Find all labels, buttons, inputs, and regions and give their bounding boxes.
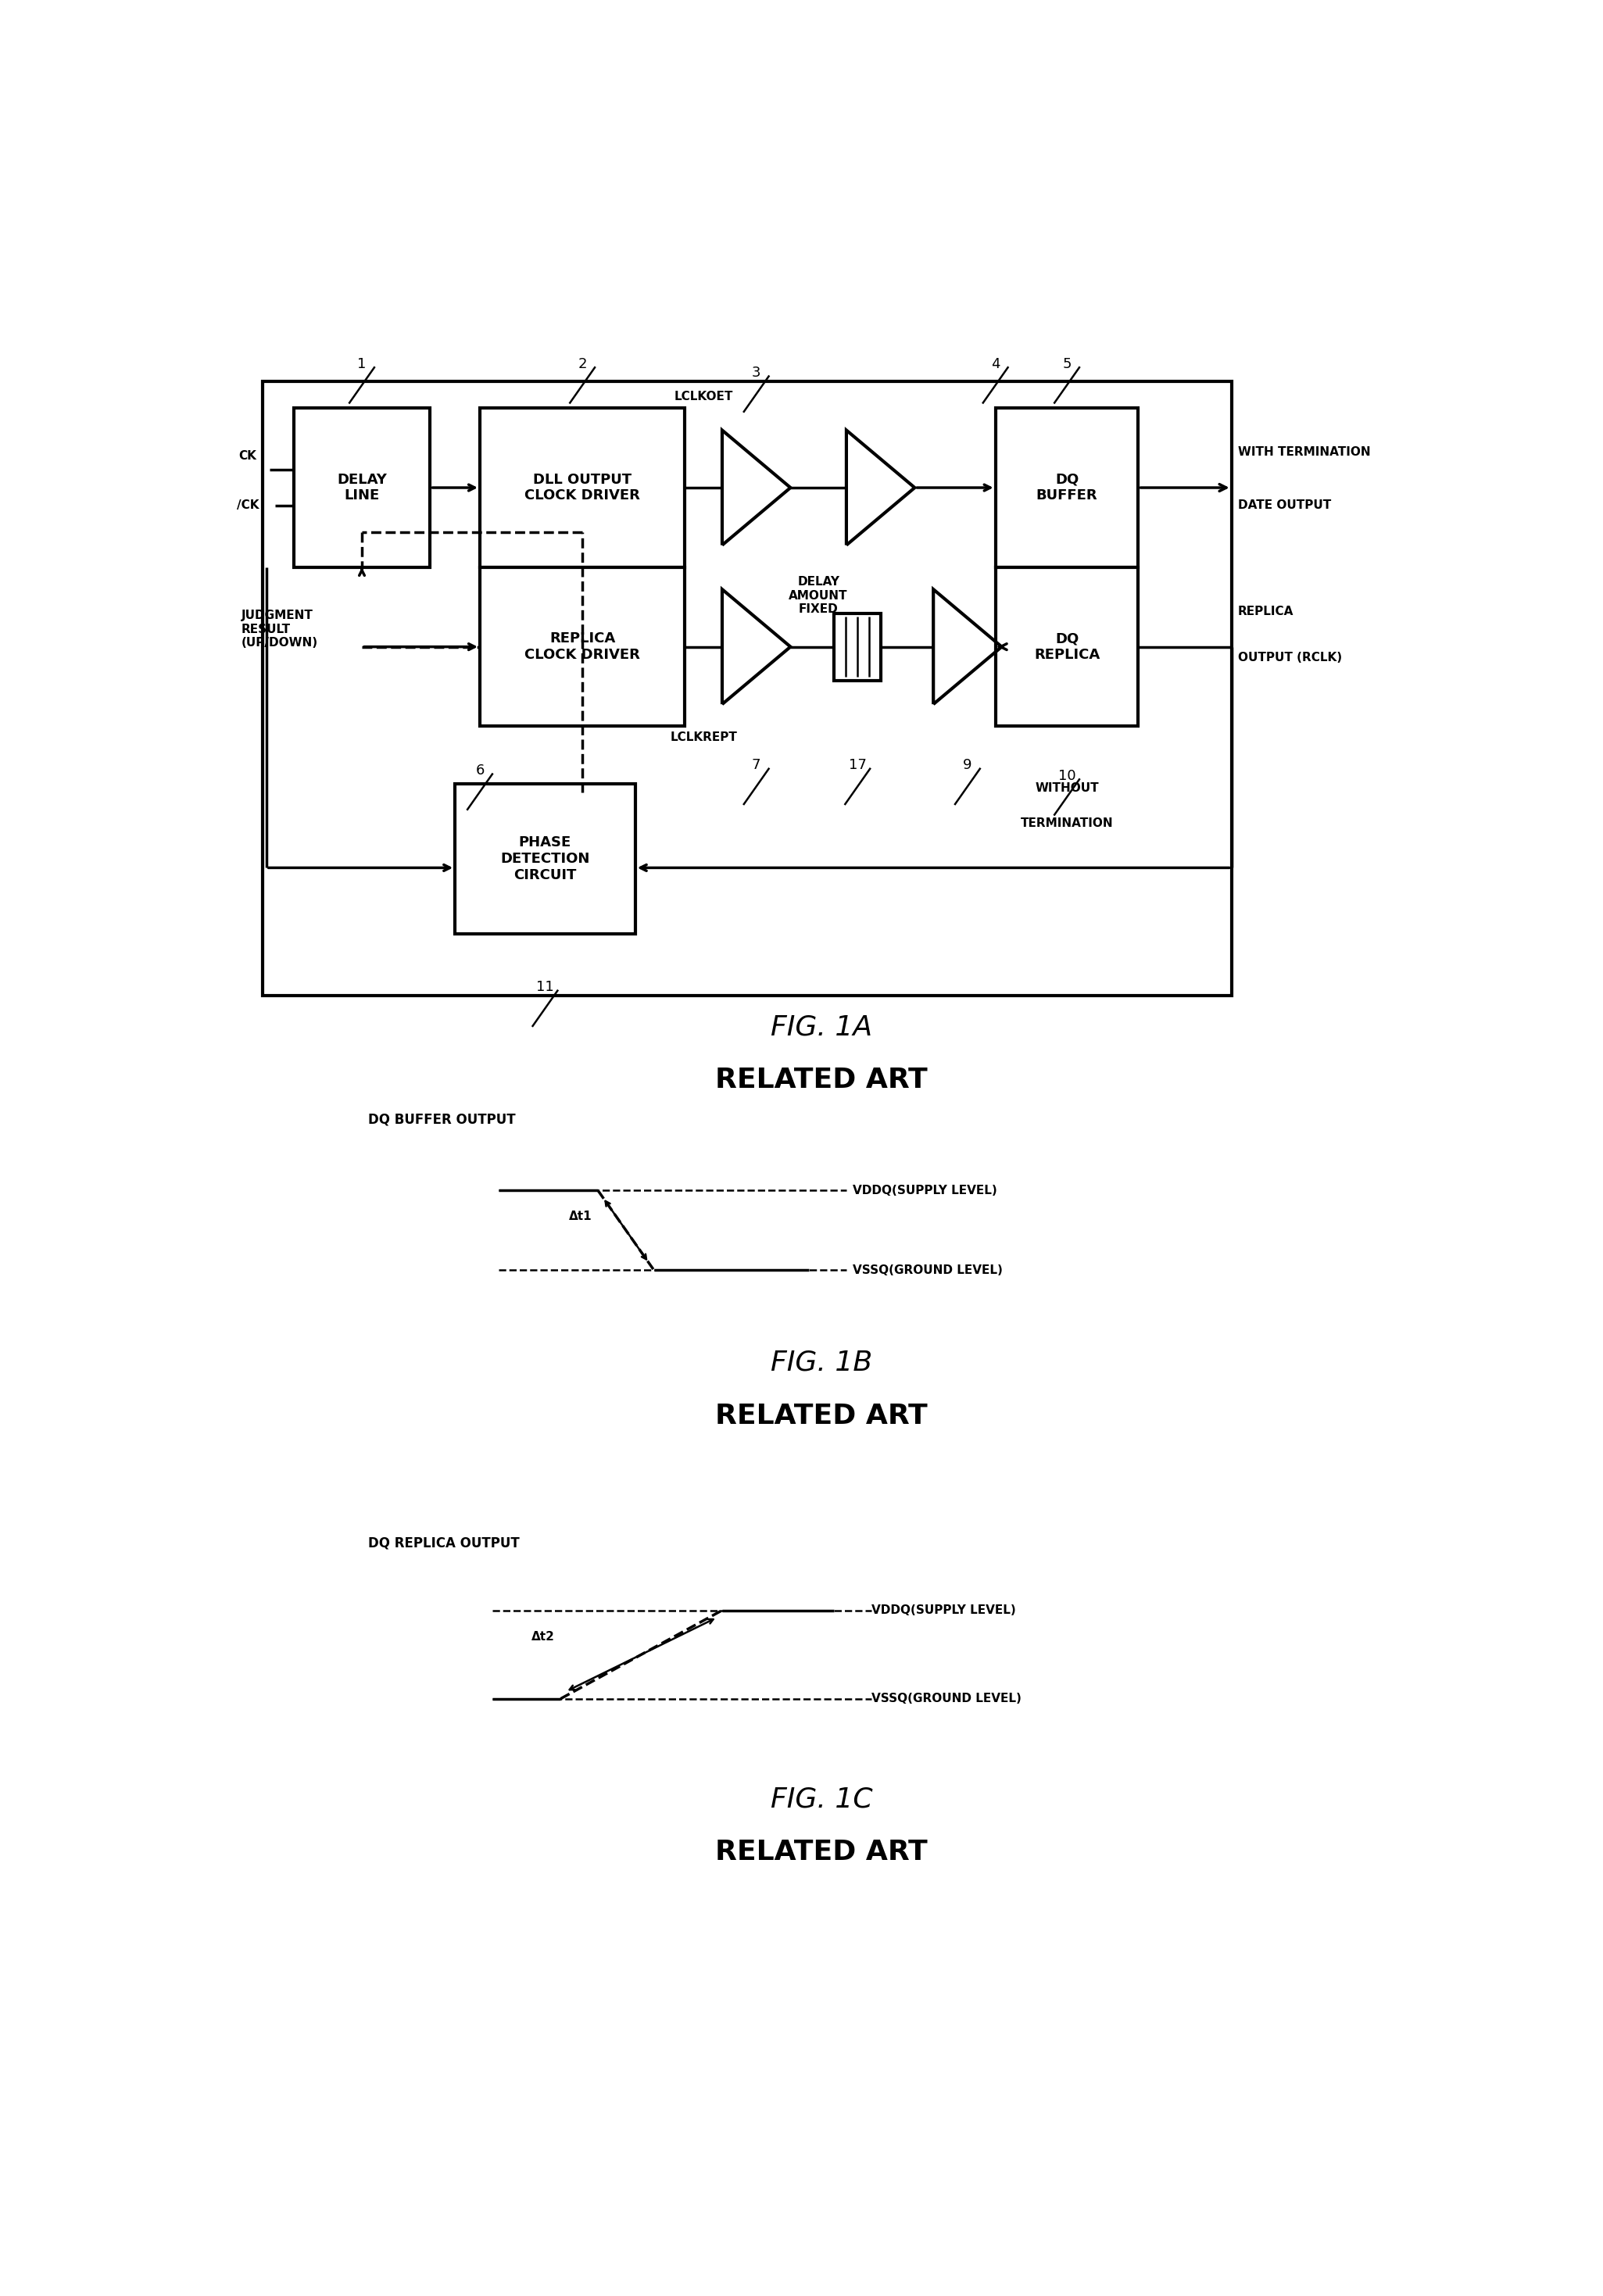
Text: RELATED ART: RELATED ART: [715, 1403, 928, 1428]
Text: 5: 5: [1063, 356, 1071, 372]
Text: /CK: /CK: [237, 501, 258, 512]
Text: RELATED ART: RELATED ART: [715, 1068, 928, 1093]
Bar: [293, 409, 430, 567]
Text: REPLICA: REPLICA: [1238, 606, 1294, 618]
Bar: [479, 567, 684, 726]
Text: VSSQ(GROUND LEVEL): VSSQ(GROUND LEVEL): [872, 1692, 1021, 1704]
Text: 1: 1: [357, 356, 367, 372]
Text: 4: 4: [991, 356, 1000, 372]
Text: 7: 7: [752, 758, 761, 771]
Text: DQ
BUFFER: DQ BUFFER: [1036, 473, 1098, 503]
Text: DELAY
LINE: DELAY LINE: [337, 473, 386, 503]
Bar: [263, 381, 1231, 996]
Bar: [479, 409, 684, 567]
Bar: [995, 409, 1138, 567]
Text: DQ
REPLICA: DQ REPLICA: [1034, 631, 1100, 661]
Text: 17: 17: [848, 758, 867, 771]
Text: CK: CK: [239, 450, 256, 461]
Text: 11: 11: [537, 980, 555, 994]
Text: 2: 2: [579, 356, 587, 372]
Text: JUDGMENT
RESULT
(UP/DOWN): JUDGMENT RESULT (UP/DOWN): [242, 611, 317, 647]
Text: RELATED ART: RELATED ART: [715, 1839, 928, 1867]
Text: FIG. 1A: FIG. 1A: [771, 1013, 872, 1040]
Text: DELAY
AMOUNT
FIXED: DELAY AMOUNT FIXED: [789, 576, 848, 615]
Text: LCLKOET: LCLKOET: [673, 390, 733, 402]
Text: VSSQ(GROUND LEVEL): VSSQ(GROUND LEVEL): [853, 1265, 1002, 1277]
Text: DQ BUFFER OUTPUT: DQ BUFFER OUTPUT: [369, 1114, 516, 1127]
Text: FIG. 1C: FIG. 1C: [771, 1786, 872, 1814]
Text: OUTPUT (RCLK): OUTPUT (RCLK): [1238, 652, 1342, 664]
Text: Δt1: Δt1: [569, 1210, 592, 1221]
Text: WITH TERMINATION: WITH TERMINATION: [1238, 445, 1371, 459]
Text: VDDQ(SUPPLY LEVEL): VDDQ(SUPPLY LEVEL): [872, 1605, 1016, 1616]
Text: Δt2: Δt2: [531, 1630, 555, 1642]
Text: DLL OUTPUT
CLOCK DRIVER: DLL OUTPUT CLOCK DRIVER: [524, 473, 640, 503]
Text: DATE OUTPUT: DATE OUTPUT: [1238, 501, 1330, 512]
Bar: [995, 567, 1138, 726]
Text: VDDQ(SUPPLY LEVEL): VDDQ(SUPPLY LEVEL): [853, 1185, 997, 1196]
Text: 10: 10: [1058, 769, 1076, 783]
Text: 9: 9: [963, 758, 971, 771]
Text: REPLICA
CLOCK DRIVER: REPLICA CLOCK DRIVER: [524, 631, 640, 661]
Text: 6: 6: [476, 765, 484, 778]
Text: DQ REPLICA OUTPUT: DQ REPLICA OUTPUT: [369, 1536, 519, 1550]
Text: 3: 3: [752, 365, 761, 379]
Bar: [455, 783, 635, 934]
Text: WITHOUT: WITHOUT: [1036, 783, 1098, 794]
Text: FIG. 1B: FIG. 1B: [771, 1350, 872, 1375]
Bar: [834, 613, 882, 680]
Text: LCLKREPT: LCLKREPT: [670, 732, 737, 744]
Text: TERMINATION: TERMINATION: [1021, 817, 1112, 829]
Text: PHASE
DETECTION
CIRCUIT: PHASE DETECTION CIRCUIT: [500, 836, 590, 882]
